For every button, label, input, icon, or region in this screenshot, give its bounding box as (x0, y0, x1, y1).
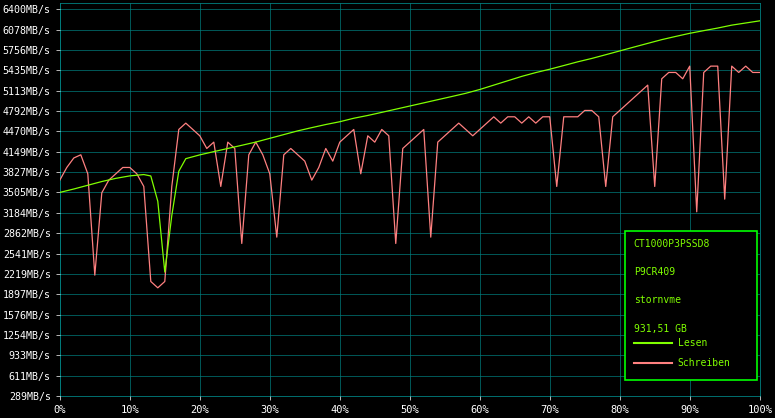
Text: Schreiben: Schreiben (678, 358, 731, 368)
Text: Lesen: Lesen (678, 338, 708, 348)
FancyBboxPatch shape (625, 231, 757, 380)
Text: stornvme: stornvme (634, 296, 680, 306)
Text: 931,51 GB: 931,51 GB (634, 324, 687, 334)
Text: P9CR409: P9CR409 (634, 267, 675, 277)
Text: CT1000P3PSSD8: CT1000P3PSSD8 (634, 239, 710, 249)
